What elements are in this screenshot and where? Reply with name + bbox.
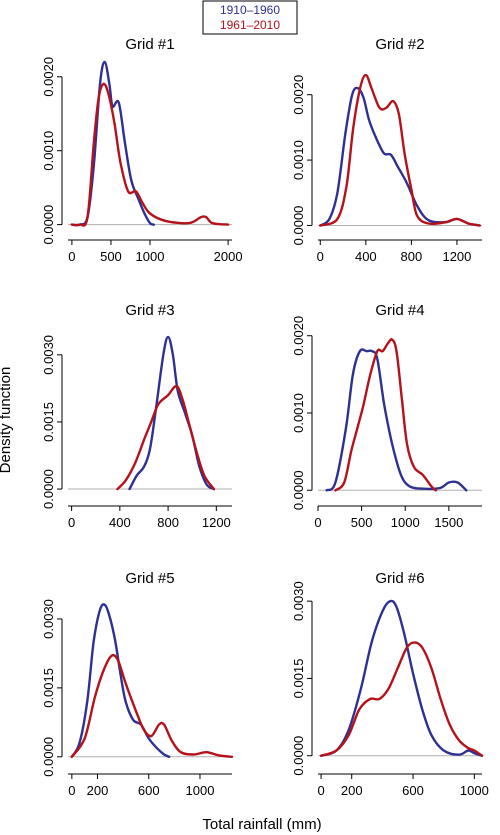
y-tick-label: 0.0010 (291, 393, 306, 433)
legend-entry-1910-1960: 1910–1960 (220, 3, 280, 17)
x-tick-label: 1000 (391, 515, 420, 530)
series-line-1961-2010 (319, 641, 484, 757)
x-tick-label: 1200 (202, 515, 231, 530)
x-tick-label: 800 (157, 515, 179, 530)
y-tick-label: 0.0000 (291, 736, 306, 776)
series-line-1910-1960 (319, 599, 484, 757)
x-tick-label: 200 (87, 783, 109, 798)
y-axis-title: Density function (0, 367, 14, 474)
x-tick-label: 400 (355, 249, 377, 264)
y-tick-label: 0.0000 (41, 737, 56, 777)
panel-grid-5: Grid #5 0.0000 0.0015 0.0030 0 200 600 1000 (41, 570, 234, 798)
x-tick-label: 0 (317, 249, 324, 264)
legend: 1910–1960 1961–2010 (202, 0, 298, 35)
y-tick-label: 0.0015 (291, 659, 306, 699)
panel-grid-6: Grid #6 0.0000 0.0015 0.0030 0 200 600 1000 (291, 570, 489, 798)
x-tick-label: 2000 (214, 249, 243, 264)
y-tick-label: 0.0000 (291, 206, 306, 246)
y-tick-label: 0.0030 (41, 599, 56, 639)
x-tick-label: 0 (68, 783, 75, 798)
x-tick-label: 1000 (186, 783, 215, 798)
panel-title: Grid #5 (125, 570, 174, 587)
series-line-1961-2010 (319, 73, 481, 227)
y-tick-label: 0.0020 (291, 316, 306, 356)
y-tick-label: 0.0000 (291, 470, 306, 510)
x-tick-label: 200 (341, 783, 363, 798)
x-tick-label: 500 (351, 515, 373, 530)
series-line-1961-2010 (70, 82, 230, 227)
x-tick-label: 0 (314, 515, 321, 530)
panel-title: Grid #1 (125, 36, 174, 53)
legend-box (202, 0, 298, 35)
x-tick-label: 1000 (136, 249, 165, 264)
y-tick-label: 0.0015 (41, 402, 56, 442)
panel-title: Grid #3 (125, 302, 174, 319)
x-tick-label: 600 (138, 783, 160, 798)
y-tick-label: 0.0010 (41, 131, 56, 171)
x-tick-label: 400 (109, 515, 131, 530)
series-line-1910-1960 (70, 603, 171, 758)
series-line-1910-1960 (319, 86, 481, 227)
x-tick-label: 1000 (460, 783, 489, 798)
x-tick-label: 1500 (434, 515, 463, 530)
panel-title: Grid #4 (375, 302, 424, 319)
series-line-1961-2010 (334, 338, 437, 492)
panel-grid-2: Grid #2 0.0000 0.0010 0.0020 0 400 800 1200 (291, 36, 482, 264)
y-tick-label: 0.0020 (291, 75, 306, 115)
series-line-1910-1960 (325, 348, 468, 492)
y-tick-label: 0.0020 (41, 57, 56, 97)
x-tick-label: 0 (317, 783, 324, 798)
legend-entry-1961-2010: 1961–2010 (220, 18, 280, 32)
panel-grid-3: Grid #3 0.0000 0.0015 0.0030 0 400 800 1200 (41, 302, 232, 530)
y-tick-label: 0.0015 (41, 668, 56, 708)
series-line-1961-2010 (116, 384, 216, 491)
panel-grid-4: Grid #4 0.0000 0.0010 0.0020 0 500 1000 1500 (291, 302, 482, 530)
x-tick-label: 600 (402, 783, 424, 798)
y-tick-label: 0.0000 (41, 469, 56, 509)
panel-title: Grid #2 (375, 36, 424, 53)
y-tick-label: 0.0030 (291, 581, 306, 621)
x-tick-label: 800 (401, 249, 423, 264)
x-tick-label: 0 (68, 249, 75, 264)
y-tick-label: 0.0010 (291, 140, 306, 180)
panel-grid-1: Grid #1 0.0000 0.0010 0.0020 0 500 1000 2000 (41, 36, 243, 264)
series-line-1910-1960 (128, 335, 216, 491)
series-line-1961-2010 (70, 653, 234, 758)
x-tick-label: 1200 (442, 249, 471, 264)
y-tick-label: 0.0000 (41, 205, 56, 245)
y-tick-label: 0.0030 (41, 335, 56, 375)
x-tick-label: 500 (100, 249, 122, 264)
panel-title: Grid #6 (375, 570, 424, 587)
x-axis-title: Total rainfall (mm) (202, 816, 321, 833)
x-tick-label: 0 (68, 515, 75, 530)
